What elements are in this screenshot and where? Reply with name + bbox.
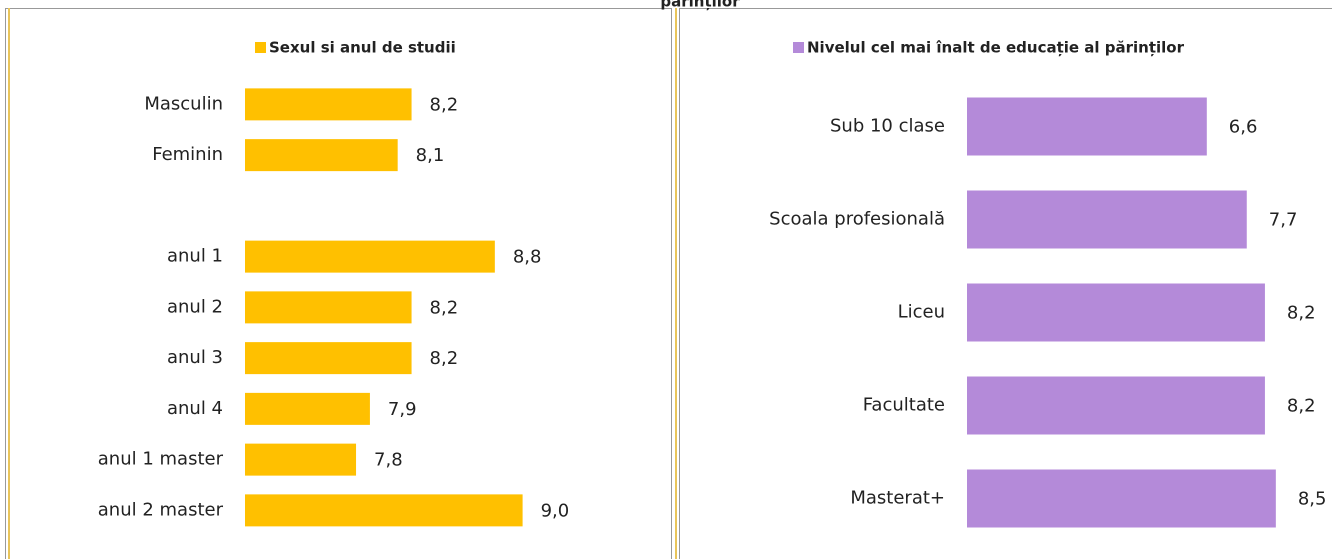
- value-label: 8,2: [1287, 303, 1316, 324]
- bar: [967, 190, 1247, 249]
- value-label: 8,1: [416, 145, 445, 166]
- page-title: părinților: [660, 0, 740, 11]
- bar: [245, 443, 357, 476]
- y-tick-label: anul 1: [167, 246, 223, 267]
- value-label: 7,7: [1269, 210, 1298, 231]
- y-tick-label: anul 2: [167, 296, 223, 317]
- bar: [245, 88, 412, 121]
- value-label: 8,8: [513, 247, 542, 268]
- value-label: 9,0: [541, 500, 570, 521]
- bar: [245, 342, 412, 375]
- y-tick-label: Masterat+: [850, 488, 945, 509]
- y-tick-label: Facultate: [863, 395, 945, 416]
- value-label: 8,2: [430, 297, 459, 318]
- value-label: 6,6: [1229, 117, 1258, 138]
- bar: [245, 139, 398, 172]
- panel-frame: [5, 8, 672, 559]
- y-tick-label: anul 2 master: [98, 499, 224, 520]
- y-tick-label: anul 4: [167, 398, 223, 419]
- y-tick-label: anul 3: [167, 347, 223, 368]
- y-tick-label: Feminin: [152, 144, 223, 165]
- legend-label: Nivelul cel mai înalt de educație al păr…: [807, 39, 1185, 57]
- value-label: 8,2: [430, 94, 459, 115]
- value-label: 7,8: [374, 450, 403, 471]
- bar: [967, 283, 1265, 342]
- y-tick-label: Masculin: [144, 93, 223, 114]
- value-label: 8,2: [1287, 396, 1316, 417]
- y-tick-label: Liceu: [898, 302, 945, 323]
- value-label: 7,9: [388, 399, 417, 420]
- bar: [967, 469, 1276, 528]
- y-tick-label: anul 1 master: [98, 449, 224, 470]
- bar: [245, 392, 370, 425]
- value-label: 8,2: [430, 348, 459, 369]
- legend-label: Sexul si anul de studii: [269, 39, 456, 57]
- legend-swatch: [793, 42, 804, 53]
- bar: [245, 494, 523, 527]
- value-label: 8,5: [1298, 489, 1327, 510]
- bar: [245, 291, 412, 324]
- panel-frame: [679, 8, 1332, 559]
- bar: [967, 376, 1265, 435]
- bar: [967, 97, 1207, 156]
- legend-swatch: [255, 42, 266, 53]
- bar: [245, 240, 495, 273]
- y-tick-label: Sub 10 clase: [830, 116, 945, 137]
- y-tick-label: Scoala profesională: [769, 209, 945, 230]
